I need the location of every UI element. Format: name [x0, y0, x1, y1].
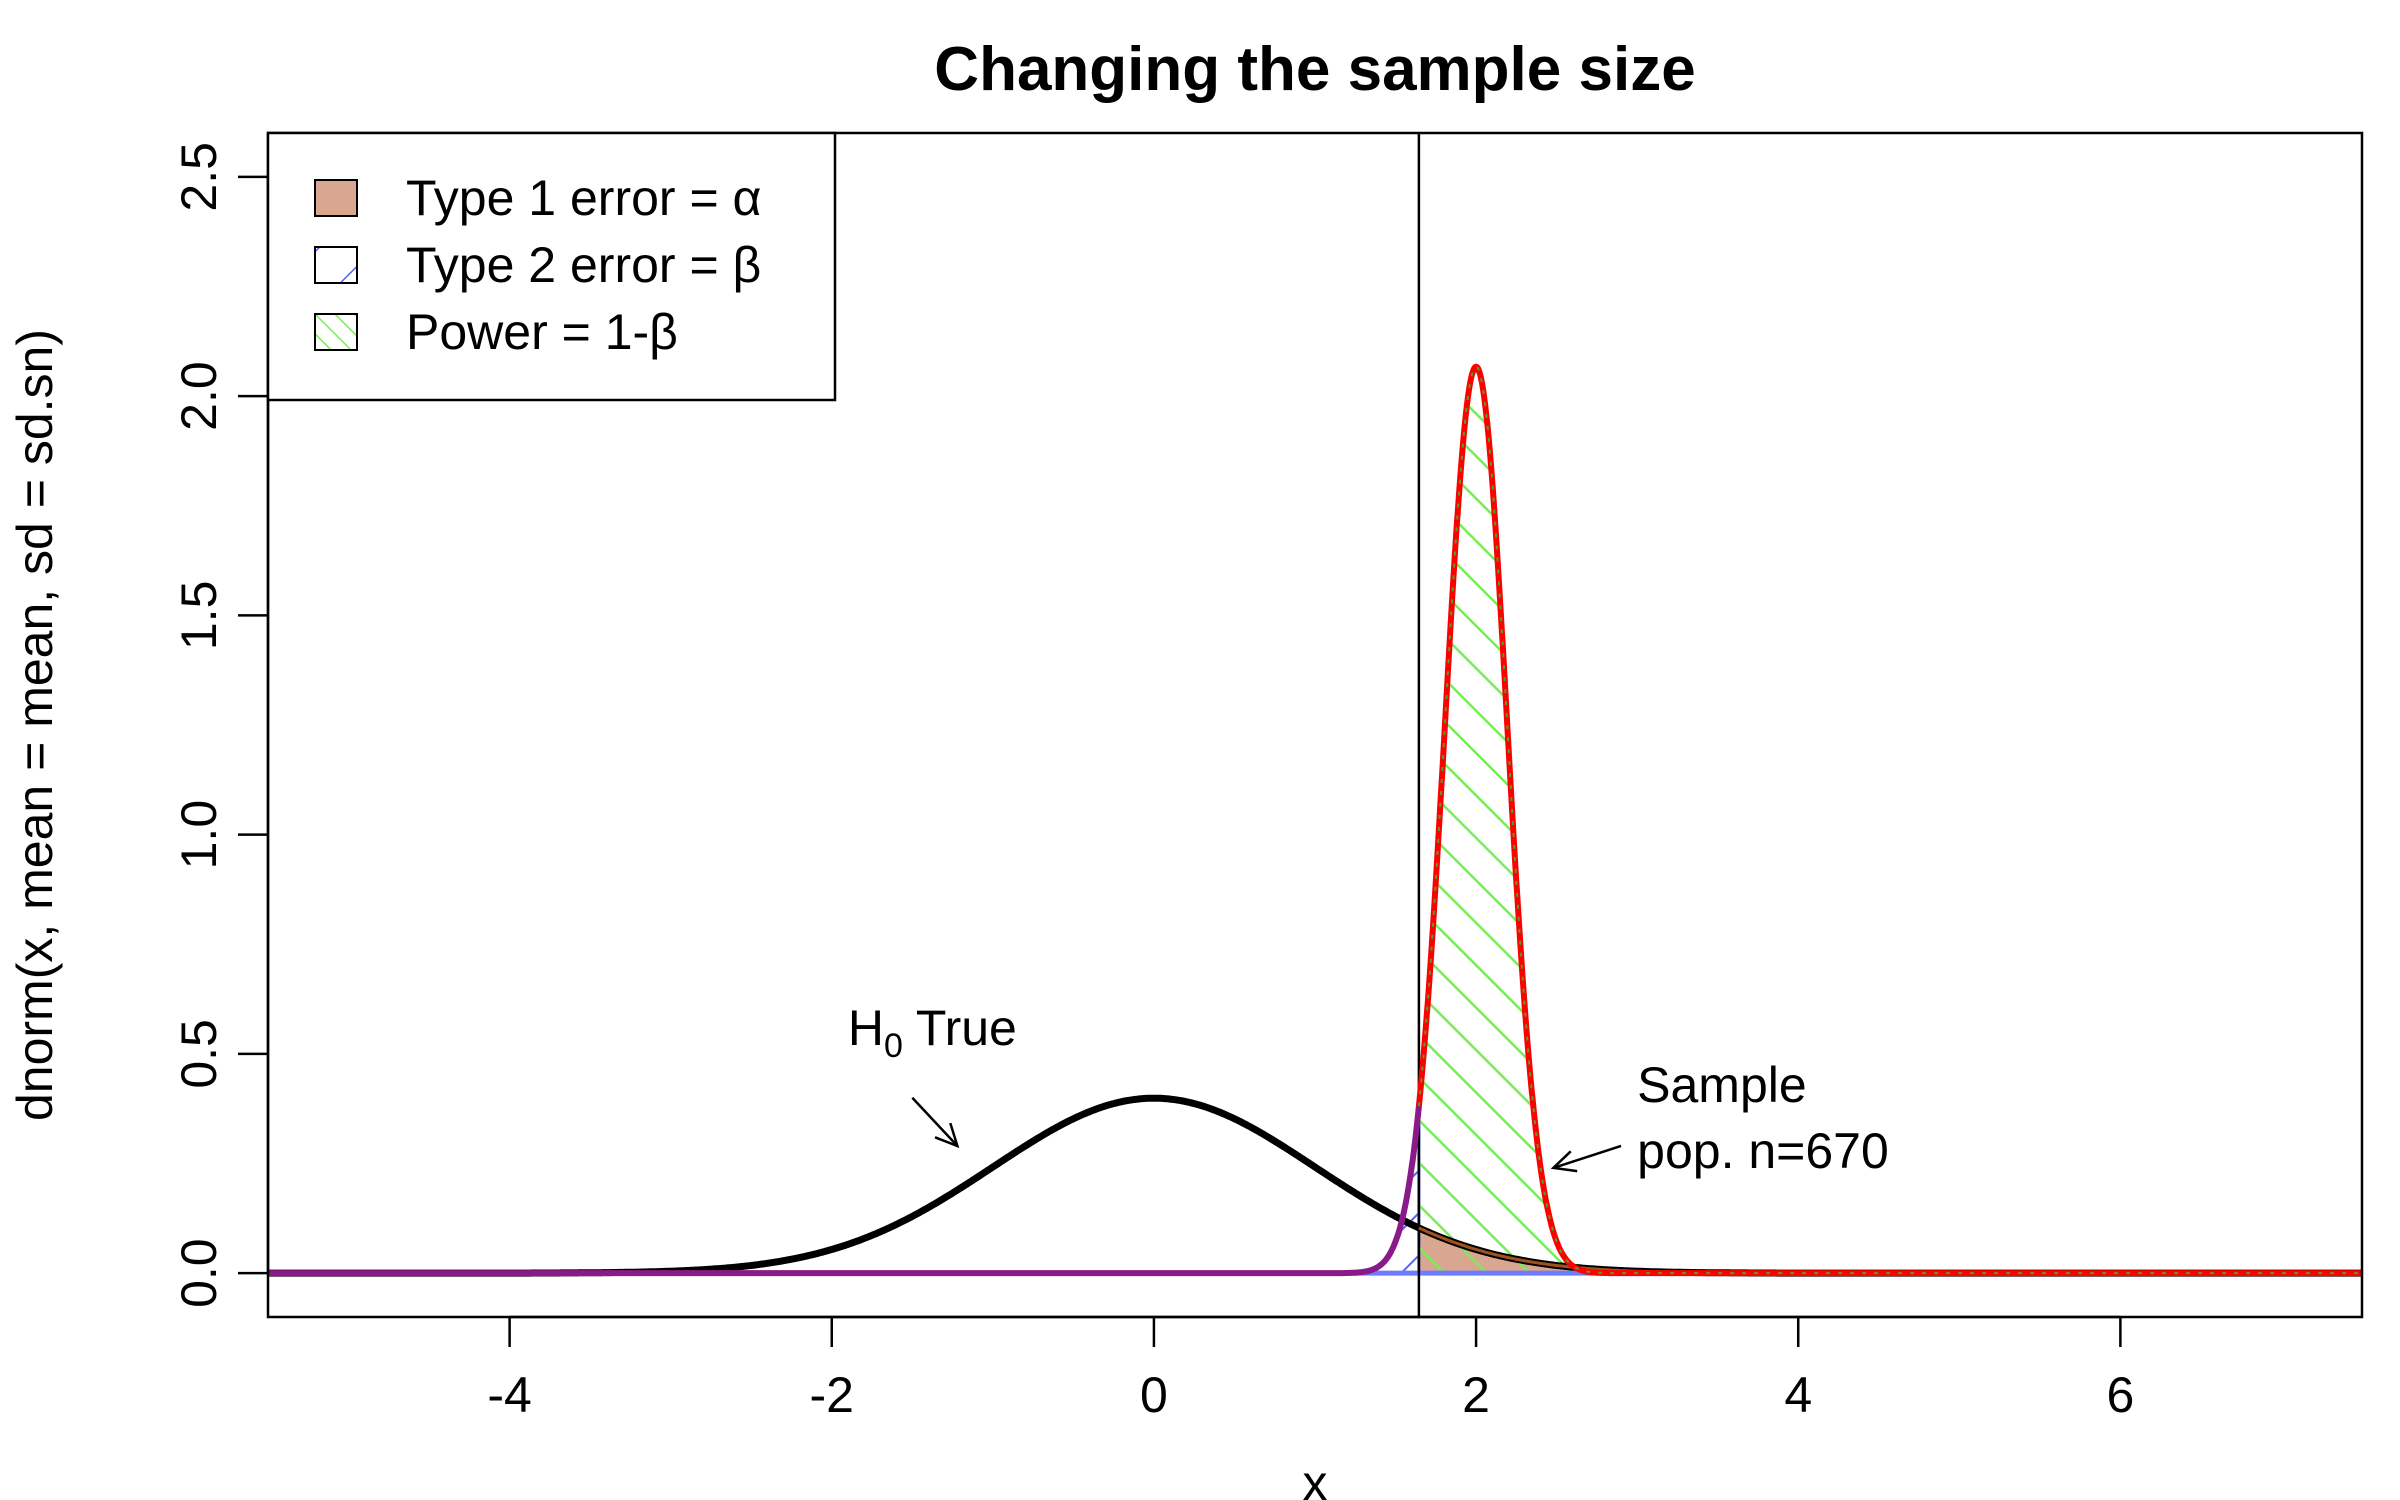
- h0-density-curve: [268, 1094, 2362, 1277]
- y-tick-label: 0.0: [171, 1238, 227, 1308]
- plot-area: [268, 133, 2362, 1317]
- y-axis-label: dnorm(x, mean = mean, sd = sd.sn): [7, 329, 63, 1121]
- x-axis: -4 -2 0 2 4 6: [487, 1315, 2134, 1423]
- legend-swatch-type1: [314, 179, 358, 217]
- x-axis-label: x: [1303, 1455, 1328, 1500]
- legend-box: [266, 131, 837, 402]
- legend-label-power: Power = 1-β: [406, 304, 678, 360]
- sample-density-curve-left: [268, 1105, 1422, 1277]
- y-axis: 0.0 0.5 1.0 1.5 2.0 2.5: [171, 142, 270, 1308]
- annotations: H0 True Sample pop. n=670: [848, 1000, 1889, 1179]
- chart-title: Changing the sample size: [934, 35, 1695, 104]
- y-tick-label: 1.0: [171, 800, 227, 870]
- x-tick-label: 6: [2106, 1367, 2134, 1423]
- x-tick-label: 0: [1140, 1367, 1168, 1423]
- x-tick-label: 2: [1462, 1367, 1490, 1423]
- legend-swatch-type2: [314, 246, 358, 284]
- legend-label-type1: Type 1 error = α: [406, 170, 761, 226]
- y-tick-label: 2.5: [171, 142, 227, 212]
- legend-label-type2: Type 2 error = β: [406, 237, 761, 293]
- sample-density-dotted: [1417, 365, 2362, 1275]
- h0-arrow-head: [934, 1122, 960, 1149]
- x-tick-label: -4: [487, 1367, 531, 1423]
- x-tick-label: 4: [1784, 1367, 1812, 1423]
- sample-label: Sample: [1637, 1057, 1807, 1113]
- power-area: [1418, 366, 2362, 1274]
- legend: Type 1 error = α Type 2 error = β Power …: [266, 131, 837, 402]
- x-tick-label: -2: [810, 1367, 854, 1423]
- h0-true-label: H0 True: [848, 1000, 1017, 1065]
- sample-arrow-head: [1550, 1150, 1578, 1173]
- sample-size-label: pop. n=670: [1637, 1123, 1889, 1179]
- legend-swatch-power: [314, 313, 358, 351]
- sample-arrow: [1553, 1144, 1622, 1170]
- y-tick-label: 1.5: [171, 581, 227, 651]
- sample-density-curve: [1415, 363, 2362, 1277]
- h0-arrow: [911, 1096, 959, 1147]
- y-tick-label: 2.0: [171, 361, 227, 431]
- y-tick-label: 0.5: [171, 1019, 227, 1089]
